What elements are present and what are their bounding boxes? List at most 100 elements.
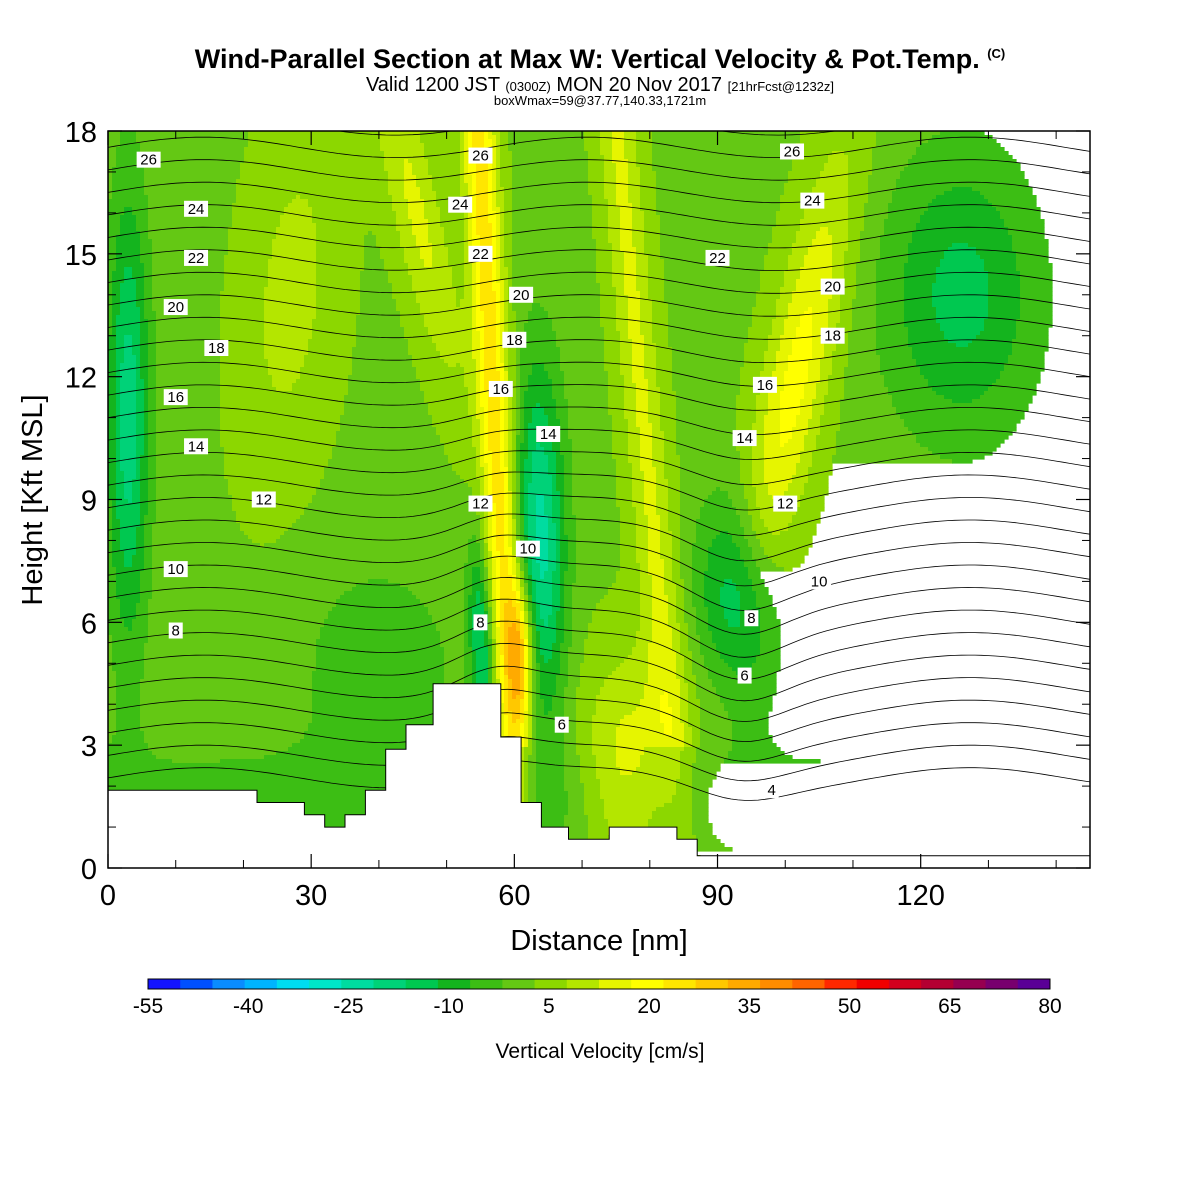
velocity-cell: [500, 331, 505, 336]
velocity-cell: [488, 215, 497, 220]
velocity-cell: [504, 475, 509, 480]
velocity-cell: [528, 515, 537, 520]
velocity-cell: [548, 659, 561, 664]
velocity-cell: [876, 311, 905, 316]
velocity-cell: [336, 599, 421, 604]
velocity-cell: [488, 631, 493, 636]
velocity-cell: [520, 395, 525, 400]
velocity-cell: [736, 427, 753, 432]
velocity-cell: [148, 443, 157, 448]
velocity-cell: [148, 323, 157, 328]
velocity-cell: [516, 503, 521, 508]
velocity-cell: [812, 339, 825, 344]
velocity-cell: [396, 211, 409, 216]
velocity-cell: [640, 171, 657, 176]
velocity-cell: [460, 147, 465, 152]
velocity-cell: [420, 139, 461, 144]
velocity-cell: [148, 435, 157, 440]
velocity-cell: [792, 427, 809, 432]
velocity-cell: [140, 355, 149, 360]
velocity-cell: [652, 339, 669, 344]
velocity-cell: [608, 231, 621, 236]
velocity-cell: [492, 459, 501, 464]
velocity-cell: [500, 211, 505, 216]
velocity-cell: [496, 239, 501, 244]
velocity-cell: [484, 455, 493, 460]
velocity-cell: [140, 371, 149, 376]
velocity-cell: [316, 655, 445, 660]
velocity-cell: [316, 291, 361, 296]
velocity-cell: [824, 163, 849, 168]
velocity-cell: [1016, 267, 1053, 272]
velocity-cell: [584, 643, 637, 648]
velocity-cell: [788, 315, 801, 320]
velocity-cell: [792, 167, 825, 172]
velocity-cell: [600, 287, 617, 292]
velocity-cell: [740, 371, 761, 376]
velocity-cell: [616, 303, 629, 308]
velocity-cell: [480, 451, 485, 456]
velocity-cell: [432, 255, 449, 260]
velocity-cell: [540, 679, 557, 684]
velocity-cell: [640, 579, 653, 584]
velocity-cell: [484, 551, 489, 556]
velocity-cell: [112, 307, 121, 312]
velocity-cell: [528, 587, 533, 592]
velocity-cell: [148, 603, 337, 608]
velocity-cell: [572, 619, 593, 624]
velocity-cell: [988, 283, 1021, 288]
velocity-cell: [136, 467, 141, 472]
velocity-cell: [488, 519, 493, 524]
velocity-cell: [780, 415, 797, 420]
velocity-cell: [792, 243, 813, 248]
velocity-cell: [880, 363, 917, 368]
velocity-cell: [108, 199, 149, 204]
velocity-cell: [520, 415, 525, 420]
velocity-cell: [504, 651, 509, 656]
velocity-cell: [636, 547, 649, 552]
velocity-cell: [500, 327, 505, 332]
velocity-cell: [108, 651, 113, 656]
velocity-cell: [316, 651, 445, 656]
velocity-cell: [532, 643, 537, 648]
velocity-cell: [904, 279, 937, 284]
velocity-cell: [668, 495, 681, 500]
velocity-cell: [132, 563, 145, 568]
velocity-cell: [136, 399, 145, 404]
velocity-cell: [304, 359, 353, 364]
velocity-cell: [528, 423, 549, 428]
velocity-cell: [152, 575, 465, 580]
velocity-cell: [112, 499, 117, 504]
velocity-cell: [624, 135, 637, 140]
velocity-cell: [876, 331, 909, 336]
velocity-cell: [404, 175, 417, 180]
velocity-cell: [476, 295, 481, 300]
velocity-cell: [860, 231, 885, 236]
velocity-cell: [476, 463, 481, 468]
velocity-cell: [704, 499, 733, 504]
velocity-field: [108, 131, 1053, 868]
velocity-cell: [796, 331, 813, 336]
velocity-cell: [312, 319, 357, 324]
velocity-cell: [340, 423, 433, 428]
velocity-cell: [816, 447, 837, 452]
velocity-cell: [472, 675, 477, 680]
velocity-cell: [804, 491, 829, 496]
velocity-cell: [520, 571, 525, 576]
velocity-cell: [224, 255, 273, 260]
velocity-cell: [500, 271, 509, 276]
velocity-cell: [144, 555, 153, 560]
velocity-cell: [744, 355, 765, 360]
velocity-cell: [420, 131, 461, 136]
velocity-cell: [108, 623, 125, 628]
velocity-cell: [860, 235, 881, 240]
velocity-cell: [500, 183, 513, 188]
velocity-cell: [516, 519, 521, 524]
velocity-cell: [532, 651, 537, 656]
velocity-cell: [936, 311, 989, 316]
velocity-cell: [468, 391, 477, 396]
velocity-cell: [328, 459, 449, 464]
velocity-cell: [108, 515, 113, 520]
velocity-cell: [520, 587, 525, 592]
valid-time-line: Valid 1200 JST (0300Z) MON 20 Nov 2017 […: [0, 74, 1200, 97]
